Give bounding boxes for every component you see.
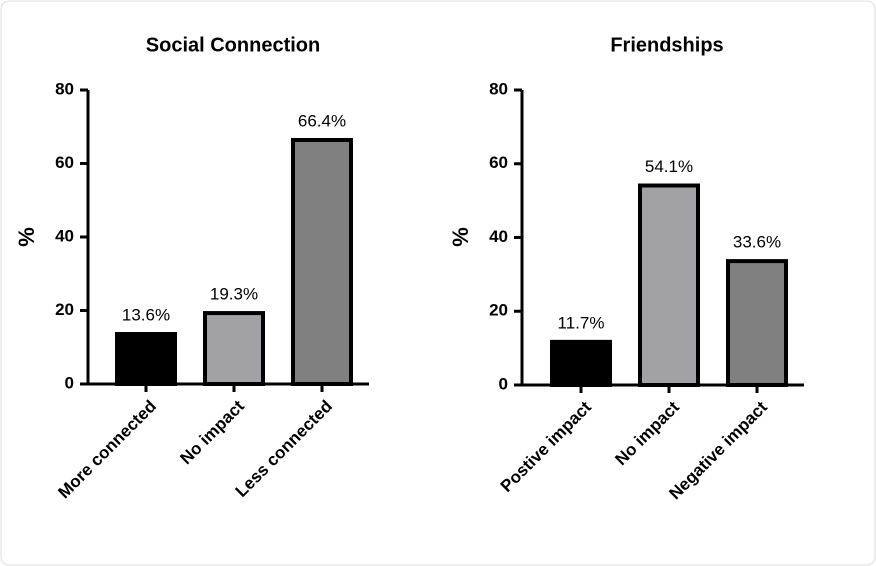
y-tick-label: 80: [55, 79, 74, 98]
y-axis-label: %: [14, 227, 39, 247]
y-tick-label: 80: [489, 79, 508, 98]
chart-title: Social Connection: [146, 34, 320, 56]
value-label: 11.7%: [558, 313, 605, 332]
bar: [115, 332, 177, 386]
value-label: 54.1%: [645, 157, 693, 176]
bar: [638, 183, 700, 387]
y-tick-label: 0: [65, 373, 74, 392]
y-axis-label: %: [448, 227, 473, 247]
y-tick-label: 40: [55, 226, 74, 245]
y-tick-label: 0: [499, 374, 508, 393]
y-tick-label: 20: [55, 300, 74, 319]
y-tick-label: 60: [55, 153, 74, 172]
y-tick-label: 40: [489, 227, 508, 246]
y-tick-label: 60: [489, 153, 508, 172]
bar: [726, 259, 788, 388]
value-label: 19.3%: [210, 285, 258, 304]
value-label: 13.6%: [122, 306, 170, 325]
value-label: 66.4%: [298, 111, 346, 130]
chart-title: Friendships: [610, 34, 723, 56]
value-label: 33.6%: [733, 233, 781, 252]
bar: [203, 311, 265, 387]
bar: [291, 137, 353, 386]
y-tick-label: 20: [489, 301, 508, 320]
bar: [550, 339, 612, 388]
